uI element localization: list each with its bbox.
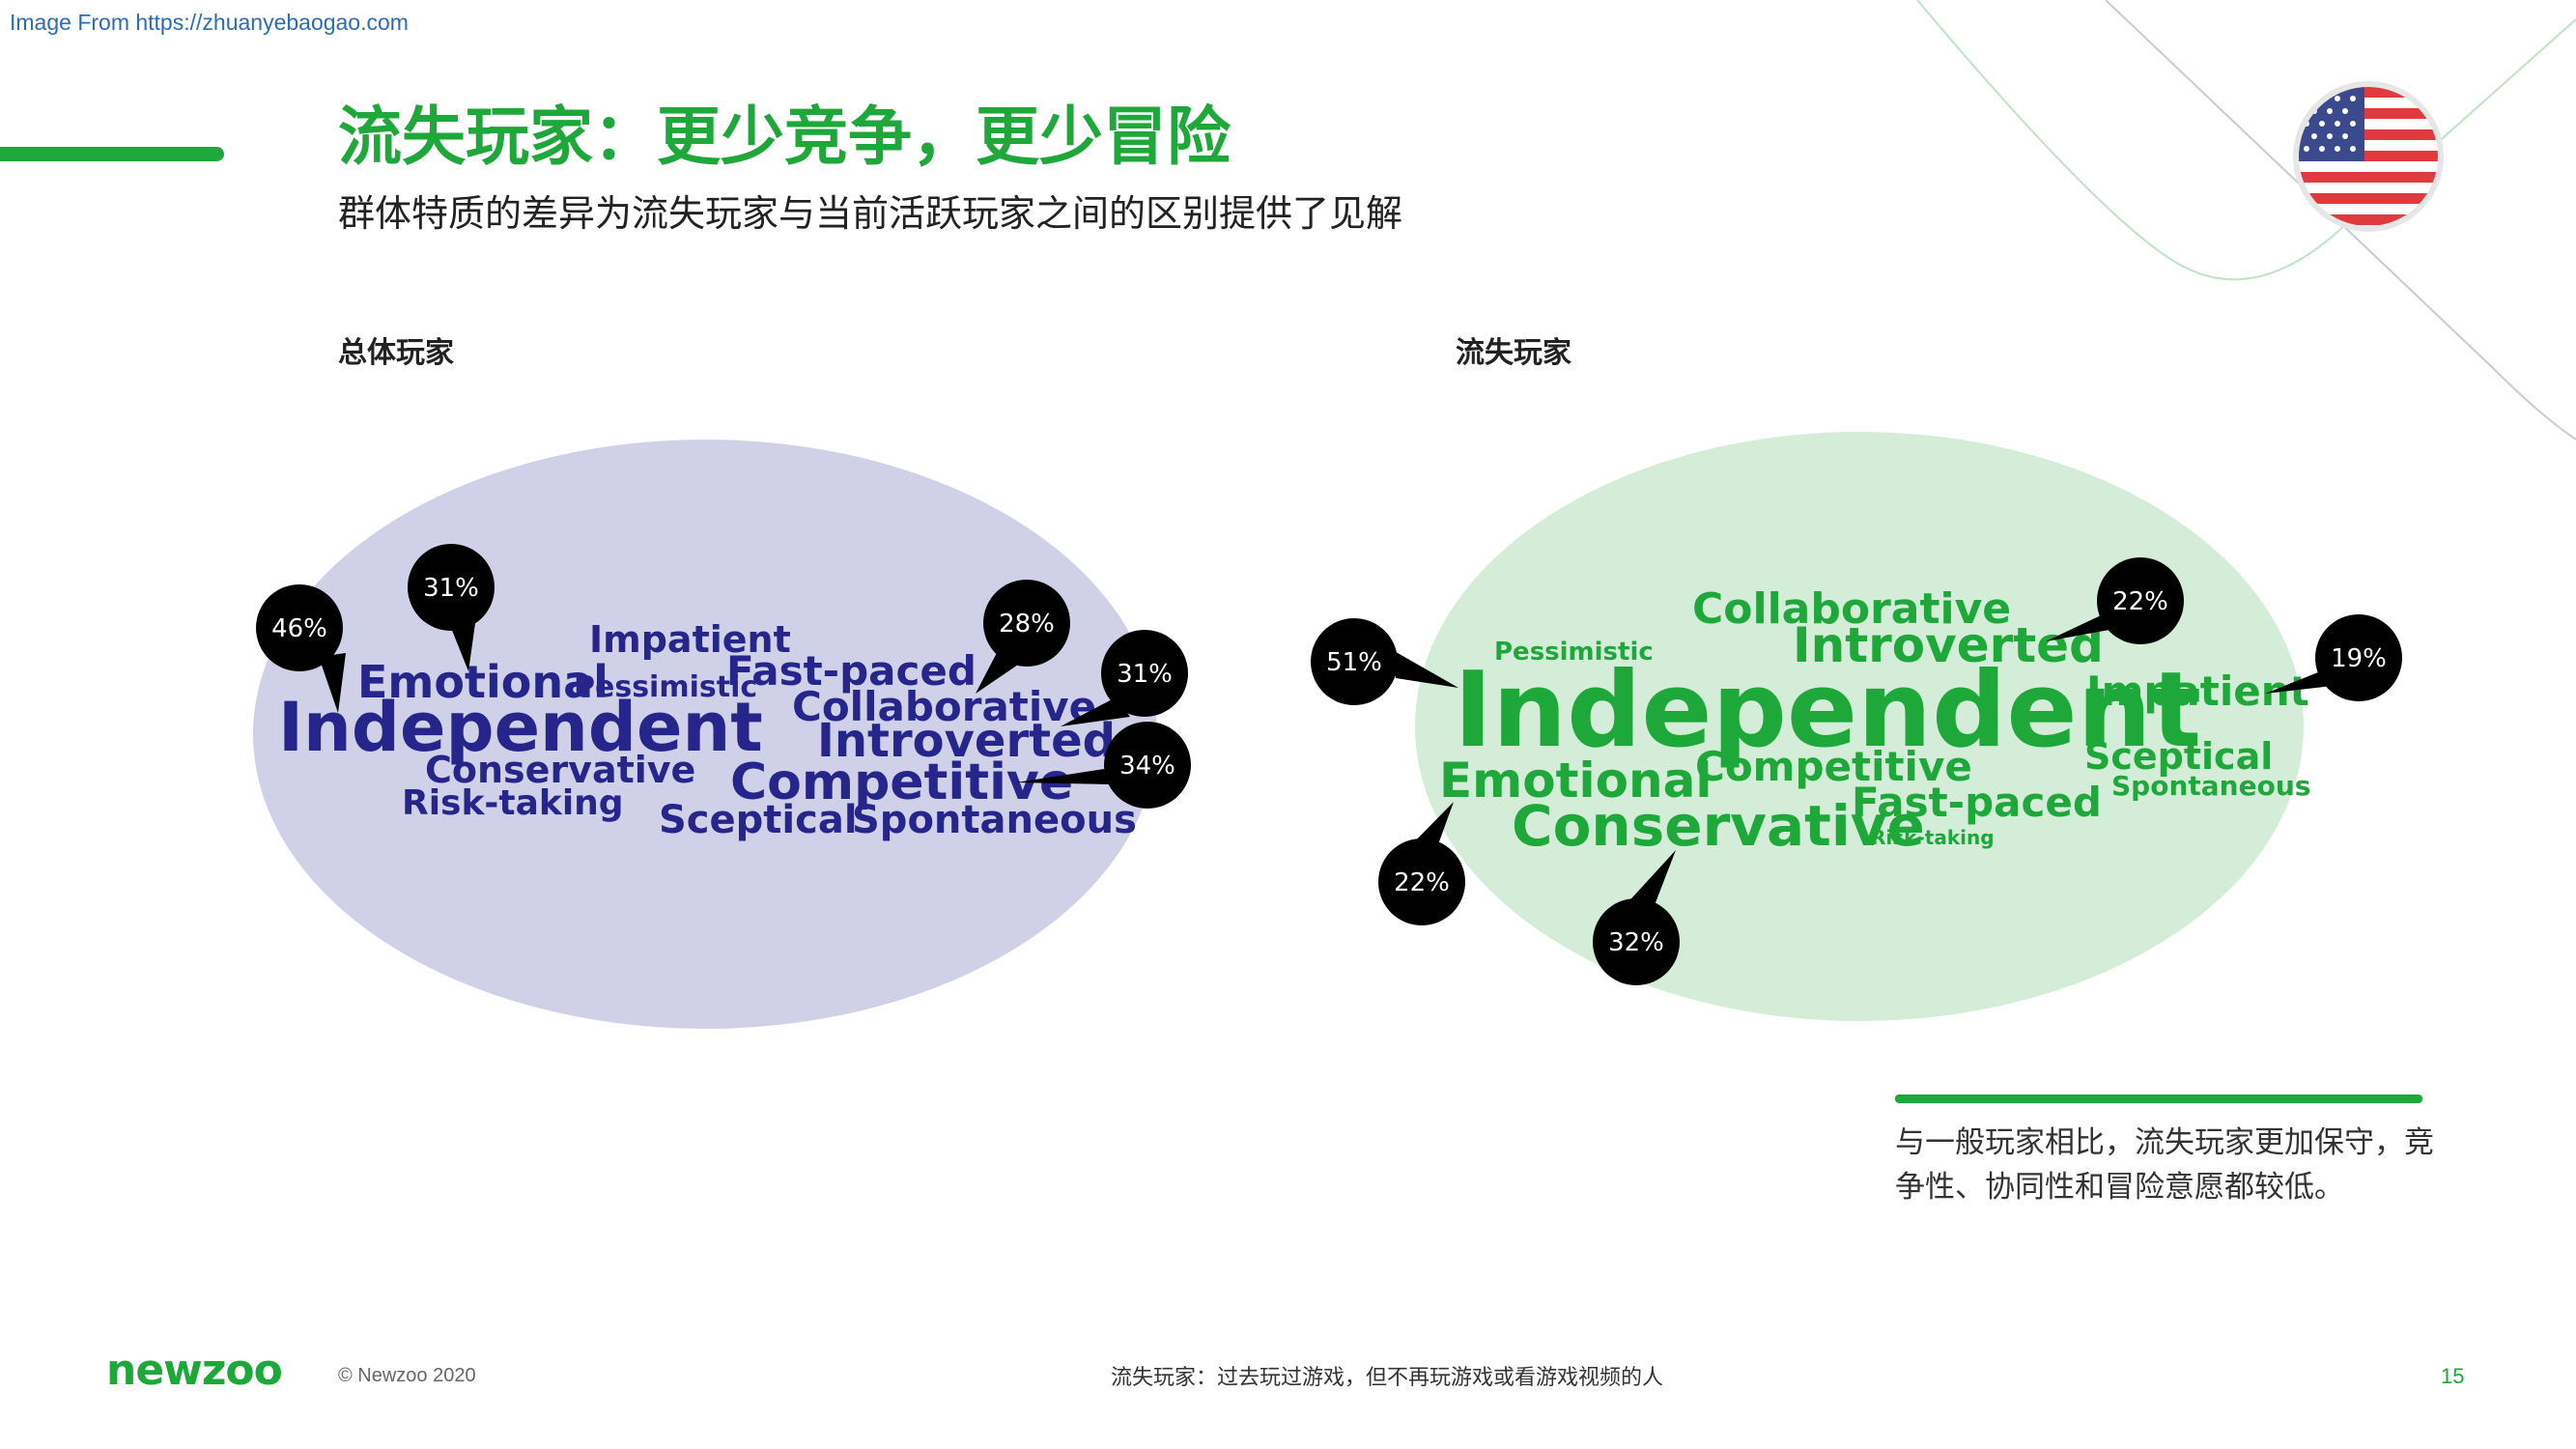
cloud-word-sceptical: Sceptical — [659, 798, 858, 842]
newzoo-logo: newzoo — [106, 1346, 283, 1395]
page-subtitle: 群体特质的差异为流失玩家与当前活跃玩家之间的区别提供了见解 — [338, 192, 1403, 235]
cloud-word-pessimistic: Pessimistic — [1494, 638, 1654, 667]
cloud-word-conservative: Conservative — [425, 749, 695, 791]
lapsed-word-cloud: Collaborative Introverted Pessimistic In… — [1311, 432, 2402, 1021]
bubble-label: 31% — [423, 574, 479, 603]
page-title: 流失玩家：更少竞争，更少冒险 — [338, 99, 1231, 174]
cloud-word-fast-paced: Fast-paced — [1852, 779, 2102, 826]
bubble-label: 32% — [1608, 928, 1664, 957]
insight-note: 与一般玩家相比，流失玩家更加保守，竞争性、协同性和冒险意愿都较低。 — [1895, 1125, 2434, 1205]
lapsed-bubble-impatient: 19% — [2265, 614, 2402, 701]
lapsed-bubble-introverted: 22% — [2046, 557, 2184, 644]
cloud-word-collaborative: Collaborative — [792, 683, 1096, 730]
watermark-link[interactable]: Image From https://zhuanyebaogao.com — [10, 10, 409, 35]
note-accent-bar — [1895, 1094, 2422, 1103]
cloud-word-spontaneous: Spontaneous — [852, 798, 1137, 842]
cloud-word-risk-taking: Risk-taking — [1871, 826, 1995, 849]
bubble-label: 19% — [2331, 644, 2387, 673]
overall-bubble-introverted: 31% — [1061, 630, 1188, 726]
cloud-word-independent: Independent — [1454, 650, 2201, 771]
lapsed-bubble-emotional: 22% — [1378, 802, 1465, 925]
bubble-label: 28% — [999, 610, 1055, 639]
overall-players-label: 总体玩家 — [338, 336, 454, 370]
us-flag-icon — [2293, 81, 2444, 232]
lapsed-players-label: 流失玩家 — [1456, 336, 1571, 370]
overall-bubble-emotional: 31% — [408, 544, 495, 671]
cloud-word-collaborative: Collaborative — [1692, 584, 2011, 634]
bubble-label: 51% — [1326, 648, 1382, 677]
lapsed-bubble-conservative: 32% — [1593, 850, 1680, 985]
bubble-label: 34% — [1119, 752, 1175, 781]
decorative-lines — [1916, 0, 2576, 440]
copyright: © Newzoo 2020 — [338, 1365, 476, 1386]
cloud-word-competitive: Competitive — [730, 753, 1073, 811]
cloud-word-introverted: Introverted — [817, 714, 1116, 768]
cloud-word-pessimistic: Pessimistic — [574, 670, 757, 704]
footnote: 流失玩家：过去玩过游戏，但不再玩游戏或看游戏视频的人 — [1111, 1366, 1664, 1390]
overall-bubble-independent: 46% — [256, 584, 346, 713]
cloud-word-emotional: Emotional — [357, 656, 609, 708]
overall-word-cloud: Impatient Emotional Pessimistic Fast-pac… — [253, 440, 1191, 1029]
cloud-word-independent: Independent — [278, 688, 763, 767]
bubble-label: 31% — [1117, 660, 1173, 689]
cloud-word-sceptical: Sceptical — [2084, 735, 2273, 778]
lapsed-cloud-ellipse — [1415, 432, 2304, 1021]
cloud-word-emotional: Emotional — [1439, 753, 1712, 809]
cloud-word-competitive: Competitive — [1695, 743, 1972, 790]
bubble-label: 46% — [271, 614, 327, 643]
cloud-word-introverted: Introverted — [1793, 617, 2104, 673]
lapsed-bubble-independent: 51% — [1311, 618, 1458, 705]
bubble-label: 22% — [2112, 587, 2168, 616]
cloud-word-conservative: Conservative — [1512, 793, 1925, 859]
accent-bar — [0, 147, 224, 161]
bubble-label: 22% — [1394, 868, 1450, 897]
word-cloud-area: Impatient Emotional Pessimistic Fast-pac… — [253, 432, 2402, 1029]
cloud-word-spontaneous: Spontaneous — [2111, 770, 2310, 802]
cloud-word-fast-paced: Fast-paced — [726, 647, 977, 695]
page-number: 15 — [2441, 1364, 2465, 1388]
overall-bubble-competitive: 34% — [1016, 722, 1191, 809]
cloud-word-risk-taking: Risk-taking — [402, 783, 624, 823]
cloud-word-impatient: Impatient — [589, 618, 791, 661]
overall-bubble-collaborative: 28% — [976, 580, 1070, 694]
